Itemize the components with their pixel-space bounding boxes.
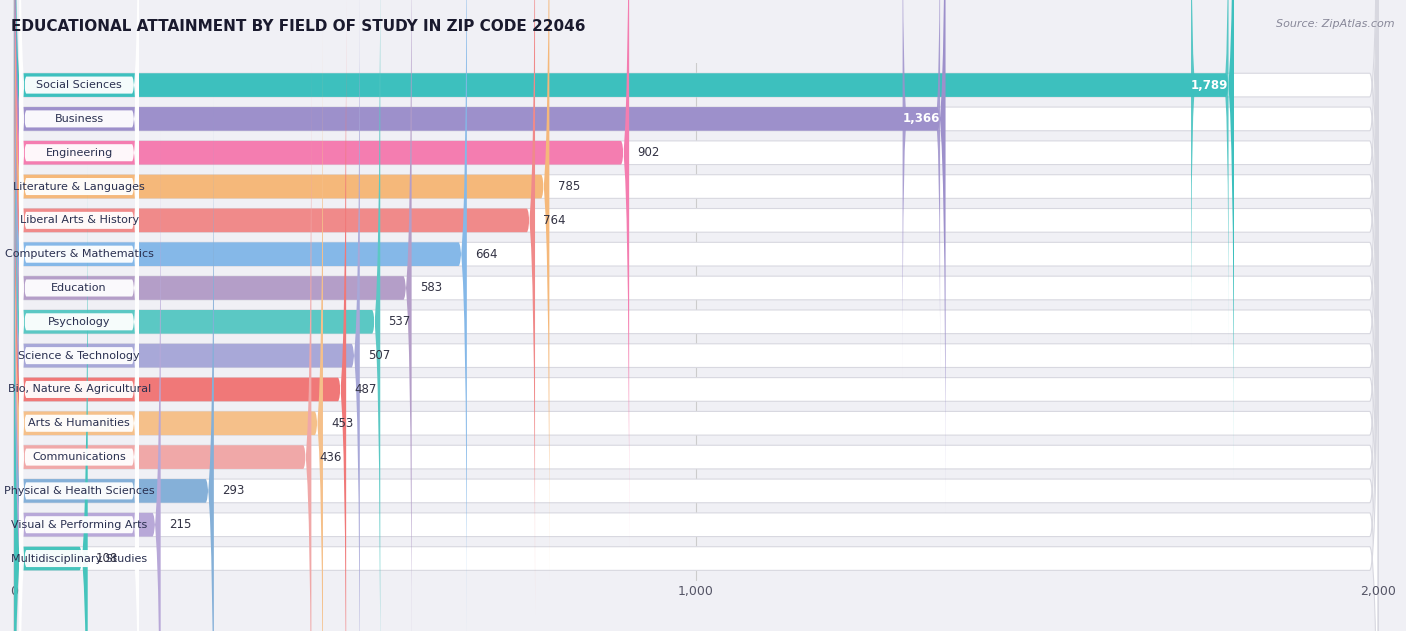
- FancyBboxPatch shape: [20, 0, 139, 482]
- FancyBboxPatch shape: [14, 0, 1378, 479]
- Text: 583: 583: [420, 281, 441, 295]
- Text: Source: ZipAtlas.com: Source: ZipAtlas.com: [1277, 19, 1395, 29]
- Text: 293: 293: [222, 485, 245, 497]
- Text: Education: Education: [52, 283, 107, 293]
- Text: 215: 215: [169, 518, 191, 531]
- FancyBboxPatch shape: [14, 0, 1378, 631]
- FancyBboxPatch shape: [14, 0, 1378, 631]
- FancyBboxPatch shape: [14, 29, 1378, 631]
- Text: 487: 487: [354, 383, 377, 396]
- Text: 764: 764: [543, 214, 565, 227]
- FancyBboxPatch shape: [14, 0, 1378, 546]
- FancyBboxPatch shape: [14, 131, 160, 631]
- Text: Science & Technology: Science & Technology: [18, 351, 141, 361]
- Text: Literature & Languages: Literature & Languages: [13, 182, 145, 192]
- FancyBboxPatch shape: [20, 0, 139, 631]
- FancyBboxPatch shape: [20, 60, 139, 631]
- Text: Multidisciplinary Studies: Multidisciplinary Studies: [11, 553, 148, 563]
- FancyBboxPatch shape: [14, 29, 323, 631]
- FancyBboxPatch shape: [20, 195, 139, 631]
- FancyBboxPatch shape: [14, 0, 1234, 479]
- FancyBboxPatch shape: [14, 97, 214, 631]
- Text: EDUCATIONAL ATTAINMENT BY FIELD OF STUDY IN ZIP CODE 22046: EDUCATIONAL ATTAINMENT BY FIELD OF STUDY…: [11, 19, 586, 34]
- FancyBboxPatch shape: [20, 93, 139, 631]
- FancyBboxPatch shape: [20, 0, 139, 584]
- Text: 507: 507: [368, 349, 391, 362]
- Text: Engineering: Engineering: [45, 148, 112, 158]
- Text: 664: 664: [475, 248, 498, 261]
- FancyBboxPatch shape: [14, 0, 360, 631]
- Text: Social Sciences: Social Sciences: [37, 80, 122, 90]
- Text: Visual & Performing Arts: Visual & Performing Arts: [11, 520, 148, 529]
- FancyBboxPatch shape: [903, 0, 941, 383]
- FancyBboxPatch shape: [14, 131, 1378, 631]
- FancyBboxPatch shape: [14, 0, 1378, 513]
- Text: Computers & Mathematics: Computers & Mathematics: [4, 249, 153, 259]
- FancyBboxPatch shape: [1191, 0, 1229, 349]
- FancyBboxPatch shape: [20, 26, 139, 631]
- FancyBboxPatch shape: [20, 0, 139, 415]
- FancyBboxPatch shape: [20, 0, 139, 516]
- Text: 108: 108: [96, 552, 118, 565]
- FancyBboxPatch shape: [14, 0, 550, 581]
- Text: Liberal Arts & History: Liberal Arts & History: [20, 215, 139, 225]
- FancyBboxPatch shape: [14, 0, 1378, 631]
- Text: Communications: Communications: [32, 452, 127, 462]
- FancyBboxPatch shape: [14, 0, 536, 615]
- Text: Arts & Humanities: Arts & Humanities: [28, 418, 131, 428]
- Text: 902: 902: [637, 146, 659, 159]
- FancyBboxPatch shape: [14, 165, 1378, 631]
- Text: 785: 785: [558, 180, 579, 193]
- FancyBboxPatch shape: [20, 0, 139, 550]
- Text: 1,789: 1,789: [1191, 79, 1229, 91]
- Text: Physical & Health Sciences: Physical & Health Sciences: [4, 486, 155, 496]
- FancyBboxPatch shape: [20, 127, 139, 631]
- FancyBboxPatch shape: [14, 97, 1378, 631]
- FancyBboxPatch shape: [14, 0, 1378, 615]
- FancyBboxPatch shape: [20, 162, 139, 631]
- FancyBboxPatch shape: [20, 0, 139, 449]
- Text: 537: 537: [388, 316, 411, 328]
- Text: Business: Business: [55, 114, 104, 124]
- FancyBboxPatch shape: [14, 0, 628, 546]
- FancyBboxPatch shape: [20, 0, 139, 618]
- FancyBboxPatch shape: [14, 0, 1378, 631]
- FancyBboxPatch shape: [14, 63, 1378, 631]
- FancyBboxPatch shape: [14, 0, 467, 631]
- Text: 453: 453: [332, 416, 353, 430]
- FancyBboxPatch shape: [14, 0, 346, 631]
- FancyBboxPatch shape: [14, 0, 412, 631]
- FancyBboxPatch shape: [14, 0, 946, 513]
- FancyBboxPatch shape: [14, 0, 1378, 581]
- FancyBboxPatch shape: [20, 229, 139, 631]
- Text: 1,366: 1,366: [903, 112, 941, 126]
- FancyBboxPatch shape: [14, 165, 87, 631]
- Text: Psychology: Psychology: [48, 317, 111, 327]
- Text: Bio, Nature & Agricultural: Bio, Nature & Agricultural: [7, 384, 150, 394]
- FancyBboxPatch shape: [14, 63, 311, 631]
- Text: 436: 436: [319, 451, 342, 464]
- FancyBboxPatch shape: [14, 0, 380, 631]
- FancyBboxPatch shape: [14, 0, 1378, 631]
